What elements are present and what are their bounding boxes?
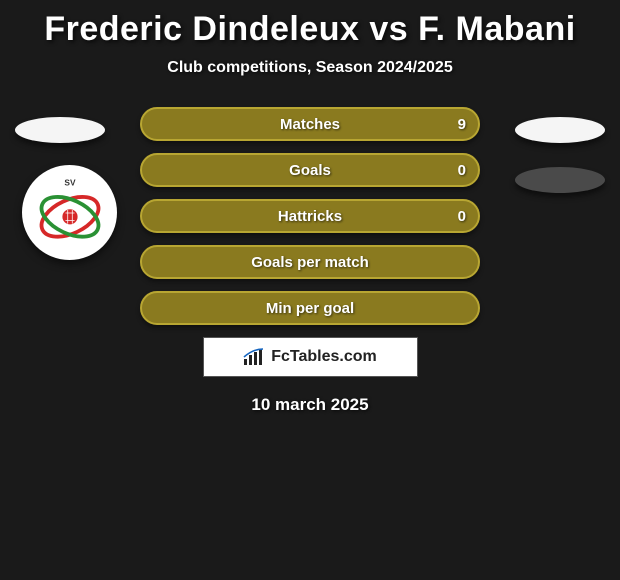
club-logo-svg: SV <box>32 175 108 251</box>
stat-right-value: 0 <box>458 208 466 225</box>
comparison-stage: SV Matches 9 Goals 0 Hattricks 0 Goals p… <box>0 107 620 415</box>
stat-label: Matches <box>280 116 340 133</box>
player2-flag-placeholder <box>515 117 605 143</box>
player1-flag-placeholder <box>15 117 105 143</box>
stat-label: Goals per match <box>251 254 369 271</box>
player2-name: F. Mabani <box>418 10 576 48</box>
stat-row-hattricks: Hattricks 0 <box>140 199 480 233</box>
stat-row-matches: Matches 9 <box>140 107 480 141</box>
vs-text: vs <box>369 10 408 48</box>
date: 10 march 2025 <box>0 395 620 415</box>
stat-row-goals-per-match: Goals per match <box>140 245 480 279</box>
attribution-text: FcTables.com <box>271 348 377 366</box>
comparison-title: Frederic Dindeleux vs F. Mabani <box>0 0 620 49</box>
stat-label: Hattricks <box>278 208 342 225</box>
stat-label: Min per goal <box>266 300 354 317</box>
stat-right-value: 9 <box>458 116 466 133</box>
player2-club-placeholder <box>515 167 605 193</box>
stat-right-value: 0 <box>458 162 466 179</box>
player1-name: Frederic Dindeleux <box>44 10 359 48</box>
svg-text:SV: SV <box>64 177 76 187</box>
player1-club-logo: SV <box>22 165 117 260</box>
subtitle: Club competitions, Season 2024/2025 <box>0 59 620 77</box>
bar-chart-icon <box>243 348 265 366</box>
stat-row-min-per-goal: Min per goal <box>140 291 480 325</box>
stat-label: Goals <box>289 162 331 179</box>
attribution-badge: FcTables.com <box>203 337 418 377</box>
stat-row-goals: Goals 0 <box>140 153 480 187</box>
stat-rows: Matches 9 Goals 0 Hattricks 0 Goals per … <box>140 107 480 325</box>
